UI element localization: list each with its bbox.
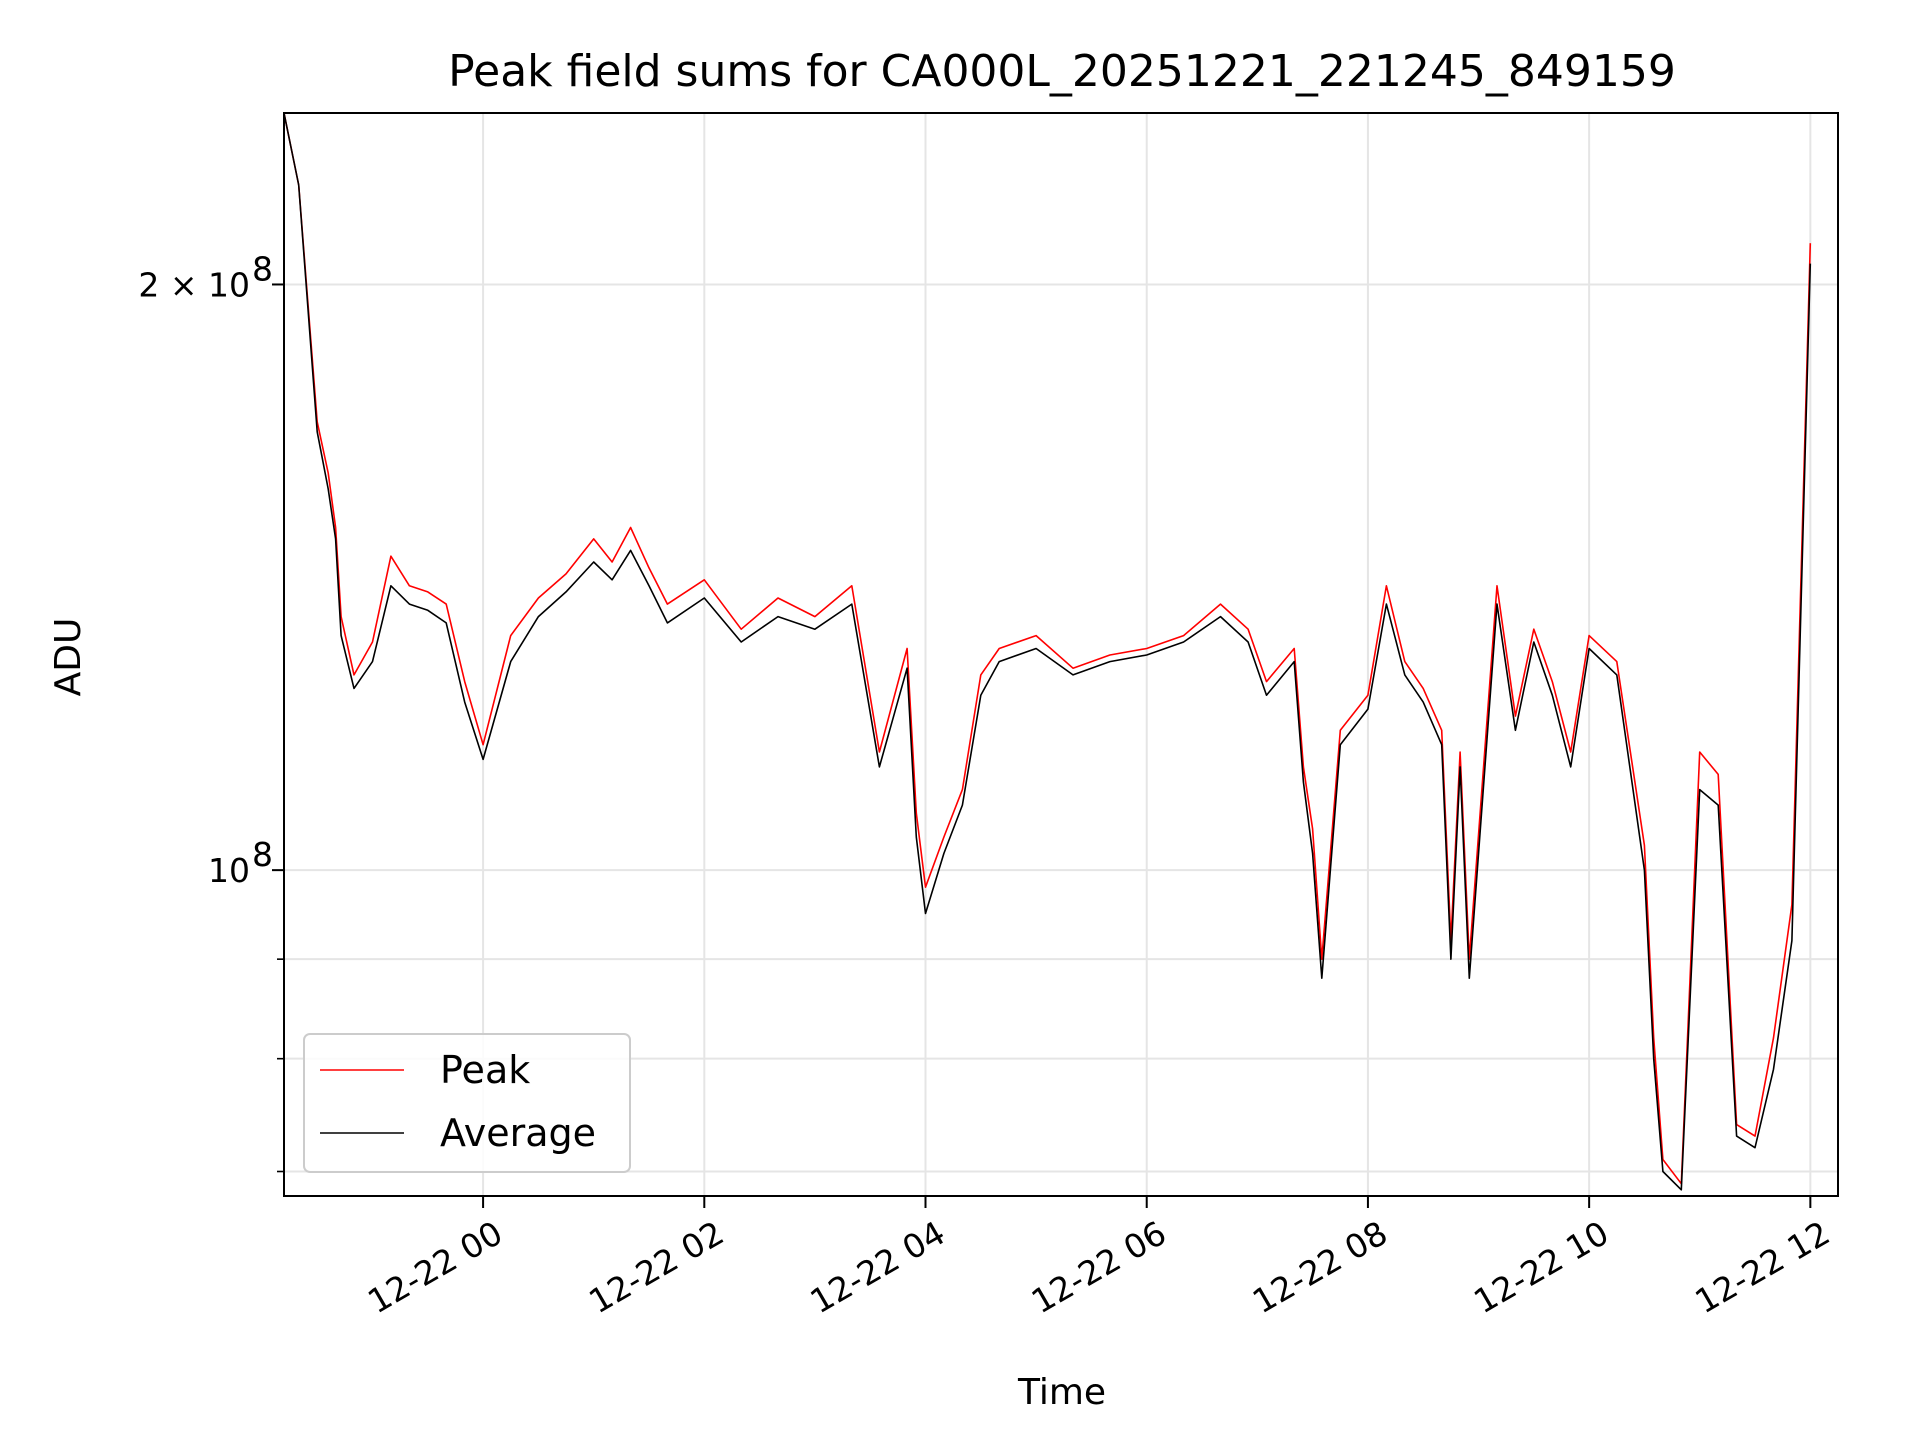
legend: Peak Average <box>303 1033 631 1173</box>
series-line-average <box>284 113 1812 1191</box>
legend-box <box>303 1033 631 1173</box>
y-tick-label: 10 <box>208 851 250 890</box>
y-tick-label-exponent: 8 <box>252 835 273 874</box>
series-line-peak <box>284 113 1812 1185</box>
legend-label-peak: Peak <box>440 1048 530 1092</box>
legend-label-average: Average <box>440 1111 596 1155</box>
plot-frame <box>283 112 1839 1197</box>
y-axis-title: ADU <box>48 618 89 697</box>
y-tick-label: 2 × 10 <box>138 265 250 304</box>
chart-title: Peak field sums for CA000L_20251221_2212… <box>448 46 1676 97</box>
series-layer <box>284 113 1812 1191</box>
y-tick-label-exponent: 8 <box>252 249 273 288</box>
x-axis-title: Time <box>1017 1372 1106 1413</box>
